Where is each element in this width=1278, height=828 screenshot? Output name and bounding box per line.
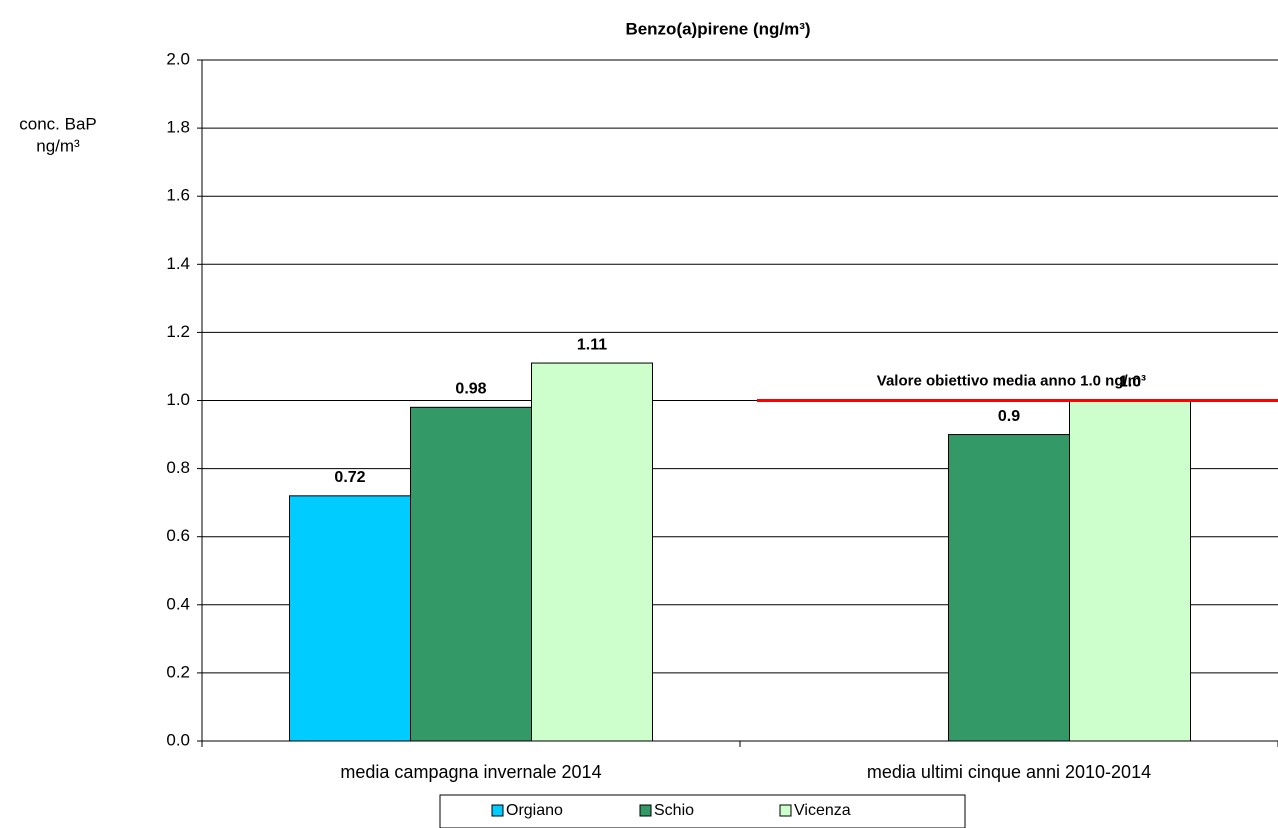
y-tick-label: 1.2 <box>166 322 190 341</box>
bar <box>289 495 411 742</box>
y-tick-label: 0.0 <box>166 730 190 749</box>
data-label: 1.0 <box>1119 374 1141 391</box>
bar <box>531 362 653 742</box>
y-tick-label: 0.4 <box>166 594 190 613</box>
y-tick-label: 0.2 <box>166 662 190 681</box>
legend-swatch <box>779 804 792 817</box>
x-tick-label: media ultimi cinque anni 2010-2014 <box>867 762 1151 782</box>
y-tick-label: 1.8 <box>166 118 190 137</box>
legend-swatch <box>491 804 504 817</box>
data-label: 1.11 <box>577 336 607 353</box>
bar <box>410 406 532 742</box>
y-tick-label: 1.6 <box>166 186 190 205</box>
y-tick-label: 0.8 <box>166 458 190 477</box>
legend-label: Vicenza <box>794 802 851 819</box>
bar <box>948 434 1070 742</box>
legend-label: Schio <box>654 802 694 819</box>
legend-swatch <box>639 804 652 817</box>
y-axis-label: ng/m³ <box>36 136 80 155</box>
x-tick-label: media campagna invernale 2014 <box>340 762 601 782</box>
chart-title: Benzo(a)pirene (ng/m³) <box>625 19 810 38</box>
legend-box <box>439 794 966 828</box>
y-tick-label: 0.6 <box>166 526 190 545</box>
annotation: Valore obiettivo media anno 1.0 ng/m³ <box>877 372 1146 389</box>
legend-label: Orgiano <box>506 802 563 819</box>
y-axis-label: conc. BaP <box>19 114 97 133</box>
data-label: 0.72 <box>334 469 365 486</box>
y-tick-label: 2.0 <box>166 49 190 68</box>
y-tick-label: 1.4 <box>166 254 190 273</box>
data-label: 0.9 <box>998 408 1020 425</box>
data-label: 0.98 <box>455 381 486 398</box>
y-tick-label: 1.0 <box>166 390 190 409</box>
bar <box>1069 400 1191 742</box>
